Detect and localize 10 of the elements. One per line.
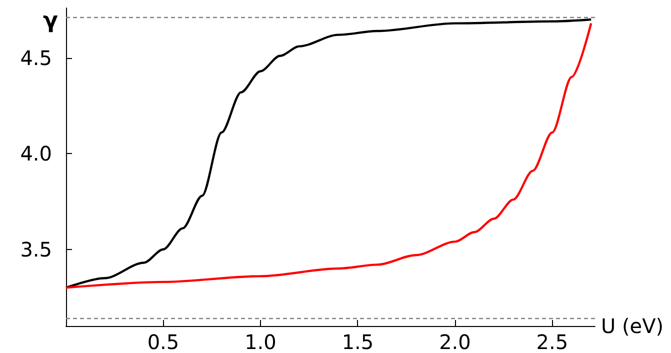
y-tick-label: 3.5 [20, 237, 52, 262]
x-axis-title: U (eV) [601, 314, 664, 338]
x-tick-label: 0.5 [147, 330, 180, 353]
x-tick-label: 2.5 [536, 330, 568, 353]
y-tick-label: 4.0 [20, 142, 52, 166]
x-tick-label: 1.5 [342, 330, 374, 353]
x-tick-label: 1.0 [244, 330, 276, 353]
y-axis-title: γ [43, 8, 58, 34]
x-tick-label: 2.0 [439, 330, 471, 353]
y-tick-label: 4.5 [20, 46, 52, 70]
